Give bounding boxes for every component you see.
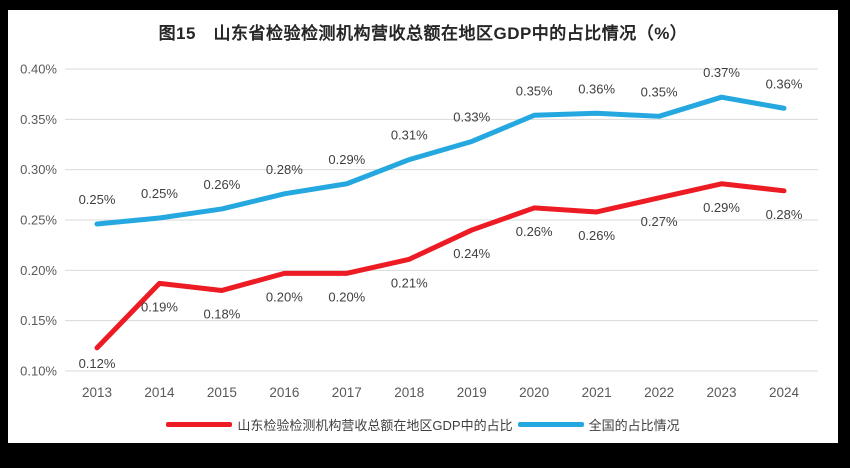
- series-line-national: [94, 94, 787, 227]
- y-tick-label: 0.20%: [20, 263, 57, 278]
- y-tick-label: 0.35%: [20, 112, 57, 127]
- y-tick-label: 0.30%: [20, 162, 57, 177]
- data-label-national-2014: 0.25%: [141, 186, 178, 201]
- data-label-shandong-2013: 0.12%: [79, 356, 116, 371]
- data-label-shandong-2022: 0.27%: [641, 214, 678, 229]
- x-tick-label: 2020: [519, 385, 549, 400]
- chart-panel: 图15 山东省检验检测机构营收总额在地区GDP中的占比情况（%） 0.10% 0.…: [8, 10, 838, 443]
- data-label-shandong-2019: 0.24%: [453, 246, 490, 261]
- line-chart: 0.10% 0.15% 0.20% 0.25% 0.30% 0.35% 0.40% 2013 2…: [20, 62, 818, 400]
- data-label-national-2017: 0.29%: [328, 152, 365, 167]
- data-label-national-2018: 0.31%: [391, 128, 428, 143]
- data-label-shandong-2020: 0.26%: [516, 224, 553, 239]
- data-label-shandong-2024: 0.28%: [766, 207, 803, 222]
- data-label-national-2015: 0.26%: [203, 177, 240, 192]
- x-tick-label: 2022: [644, 385, 674, 400]
- data-label-national-2020: 0.35%: [516, 83, 553, 98]
- data-label-national-2019: 0.33%: [453, 109, 490, 124]
- data-label-shandong-2015: 0.18%: [203, 306, 240, 321]
- legend-swatch-shandong-line: [166, 421, 233, 427]
- data-label-shandong-2014: 0.19%: [141, 299, 178, 314]
- y-tick-label: 0.15%: [20, 313, 57, 328]
- x-tick-label: 2019: [457, 385, 487, 400]
- legend-label-national: 全国的占比情况: [588, 417, 680, 433]
- y-tick-label: 0.40%: [20, 62, 57, 77]
- data-label-national-2013: 0.25%: [79, 192, 116, 207]
- data-label-national-2022: 0.35%: [641, 84, 678, 99]
- legend-swatch-national-line: [517, 421, 584, 427]
- data-label-shandong-2018: 0.21%: [391, 275, 428, 290]
- data-label-national-2023: 0.37%: [703, 65, 740, 80]
- y-tick-label: 0.25%: [20, 213, 57, 228]
- data-label-shandong-2016: 0.20%: [266, 289, 303, 304]
- data-label-shandong-2023: 0.29%: [703, 200, 740, 215]
- x-tick-label: 2023: [707, 385, 737, 400]
- x-tick-label: 2016: [269, 385, 299, 400]
- x-tick-label: 2015: [207, 385, 237, 400]
- data-label-national-2021: 0.36%: [578, 81, 615, 96]
- data-label-national-2016: 0.28%: [266, 162, 303, 177]
- data-label-national-2024: 0.36%: [766, 76, 803, 91]
- legend-label-shandong: 山东检验检测机构营收总额在地区GDP中的占比: [237, 417, 513, 433]
- x-tick-label: 2017: [332, 385, 362, 400]
- chart-legend: 山东检验检测机构营收总额在地区GDP中的占比 全国的占比情况: [8, 413, 838, 435]
- data-label-shandong-2021: 0.26%: [578, 228, 615, 243]
- x-tick-label: 2014: [144, 385, 175, 400]
- x-tick-label: 2018: [394, 385, 424, 400]
- y-tick-label: 0.10%: [20, 364, 57, 379]
- x-tick-label: 2013: [82, 385, 112, 400]
- data-label-shandong-2017: 0.20%: [328, 289, 365, 304]
- chart-title: 图15 山东省检验检测机构营收总额在地区GDP中的占比情况（%）: [158, 24, 688, 43]
- x-tick-label: 2021: [582, 385, 612, 400]
- x-tick-label: 2024: [769, 385, 800, 400]
- series-line-shandong: [94, 181, 787, 351]
